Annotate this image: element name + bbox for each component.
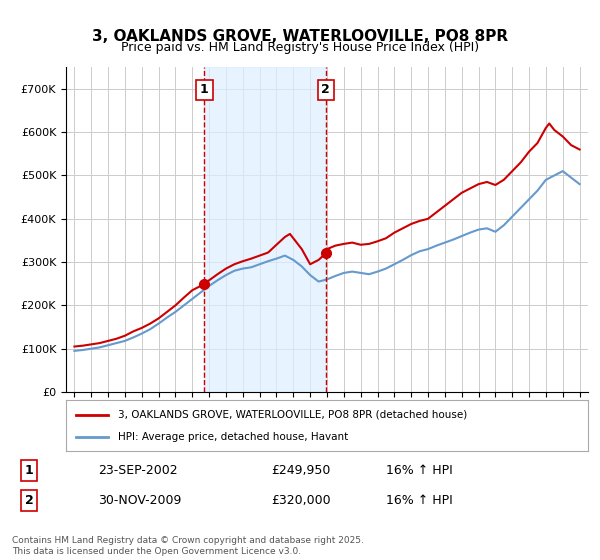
Text: 2: 2 <box>25 494 34 507</box>
Text: 16% ↑ HPI: 16% ↑ HPI <box>386 494 453 507</box>
Text: Price paid vs. HM Land Registry's House Price Index (HPI): Price paid vs. HM Land Registry's House … <box>121 41 479 54</box>
Text: 23-SEP-2002: 23-SEP-2002 <box>98 464 178 477</box>
Bar <box>205 67 326 392</box>
Text: £249,950: £249,950 <box>271 464 331 477</box>
Text: 3, OAKLANDS GROVE, WATERLOOVILLE, PO8 8PR: 3, OAKLANDS GROVE, WATERLOOVILLE, PO8 8P… <box>92 29 508 44</box>
Text: 3, OAKLANDS GROVE, WATERLOOVILLE, PO8 8PR (detached house): 3, OAKLANDS GROVE, WATERLOOVILLE, PO8 8P… <box>118 409 467 419</box>
Text: 1: 1 <box>25 464 34 477</box>
Text: HPI: Average price, detached house, Havant: HPI: Average price, detached house, Hava… <box>118 432 349 442</box>
Text: 1: 1 <box>200 83 209 96</box>
Text: 30-NOV-2009: 30-NOV-2009 <box>98 494 182 507</box>
Text: 2: 2 <box>321 83 330 96</box>
Text: 16% ↑ HPI: 16% ↑ HPI <box>386 464 453 477</box>
Text: £320,000: £320,000 <box>271 494 331 507</box>
Text: Contains HM Land Registry data © Crown copyright and database right 2025.
This d: Contains HM Land Registry data © Crown c… <box>12 536 364 556</box>
